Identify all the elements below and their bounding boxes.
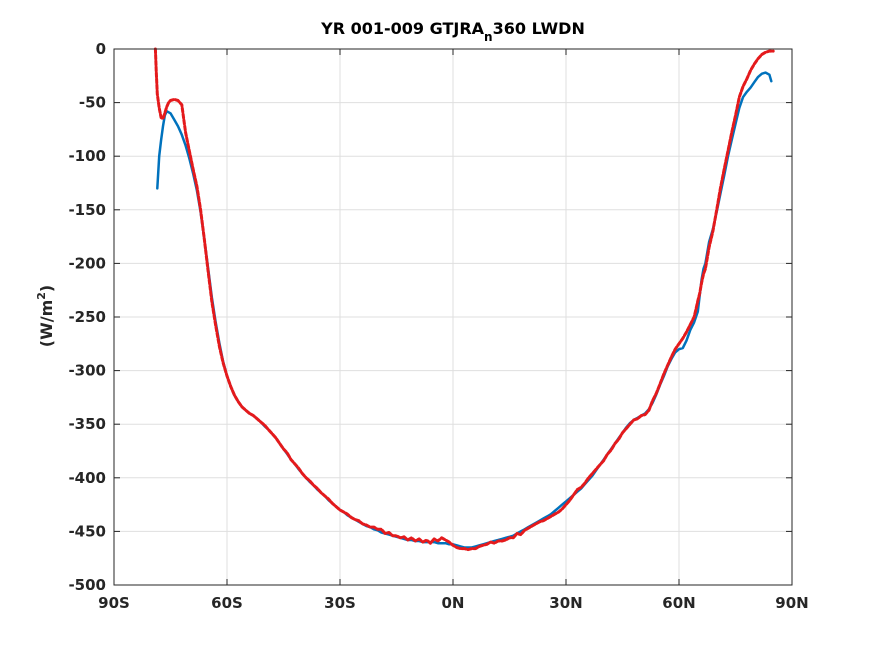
y-tick-label: -400	[68, 469, 106, 487]
x-tick-label: 60S	[211, 594, 243, 612]
y-tick-label: -50	[79, 94, 106, 112]
x-tick-label: 30S	[324, 594, 356, 612]
y-tick-label: -150	[68, 201, 106, 219]
y-tick-label: -450	[68, 522, 106, 540]
chart-title-subscript: n	[484, 30, 493, 44]
series-line-2	[153, 47, 775, 552]
x-tick-labels: 90S 60S 30S 0N 30N 60N 90N	[98, 594, 809, 612]
y-axis-label-main: (W/m	[37, 300, 56, 347]
x-tick-label: 0N	[442, 594, 465, 612]
y-axis-label-superscript: 2	[35, 292, 48, 300]
y-axis-label-close: )	[37, 285, 56, 292]
y-tick-label: -300	[68, 362, 106, 380]
x-tick-label: 30N	[549, 594, 582, 612]
y-tick-labels: 0 -50 -100 -150 -200 -250 -300 -350 -400 -450 -500	[68, 40, 106, 594]
chart-title-rest: 360 LWDN	[493, 19, 585, 38]
chart-title-main: YR 001-009 GTJRA	[320, 19, 485, 38]
y-tick-label: 0	[96, 40, 106, 58]
chart-title: YR 001-009 GTJRAn360 LWDN	[320, 19, 585, 44]
y-tick-label: -100	[68, 147, 106, 165]
y-tick-label: -200	[68, 254, 106, 272]
y-axis-label: (W/m2)	[35, 285, 56, 347]
series-layer	[153, 47, 775, 552]
y-tick-label: -500	[68, 576, 106, 594]
x-tick-label: 60N	[662, 594, 695, 612]
x-tick-label: 90N	[775, 594, 808, 612]
axis-ticks	[113, 48, 793, 586]
y-tick-label: -250	[68, 308, 106, 326]
y-tick-label: -350	[68, 415, 106, 433]
x-tick-label: 90S	[98, 594, 130, 612]
